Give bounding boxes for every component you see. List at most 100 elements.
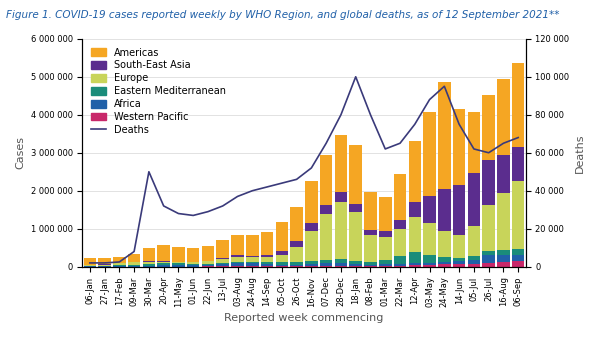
Bar: [275, 266, 288, 267]
Bar: [290, 262, 303, 265]
Bar: [379, 260, 392, 264]
Y-axis label: Cases: Cases: [15, 136, 25, 169]
Bar: [379, 237, 392, 260]
Bar: [231, 256, 244, 257]
Deaths: [382, 147, 389, 151]
Deaths: [278, 181, 286, 185]
Bar: [423, 223, 436, 255]
Line: Deaths: Deaths: [90, 77, 518, 263]
Bar: [438, 189, 451, 231]
Bar: [172, 264, 185, 265]
Bar: [128, 265, 140, 266]
Bar: [453, 258, 466, 261]
Bar: [423, 263, 436, 265]
Bar: [453, 235, 466, 258]
Bar: [143, 266, 155, 267]
Bar: [275, 222, 288, 251]
Bar: [305, 264, 317, 266]
Text: Figure 1. COVID-19 cases reported weekly by WHO Region, and global deaths, as of: Figure 1. COVID-19 cases reported weekly…: [6, 10, 560, 20]
Bar: [305, 223, 317, 231]
Bar: [202, 264, 214, 265]
Deaths: [352, 75, 359, 79]
Bar: [409, 251, 421, 263]
Bar: [364, 230, 377, 235]
Bar: [231, 263, 244, 266]
Bar: [335, 259, 347, 263]
Bar: [261, 264, 274, 266]
Bar: [423, 196, 436, 223]
Bar: [453, 186, 466, 235]
Bar: [202, 262, 214, 264]
Bar: [335, 202, 347, 259]
Bar: [231, 257, 244, 262]
Bar: [423, 113, 436, 196]
Deaths: [248, 189, 256, 193]
Bar: [394, 230, 406, 256]
Bar: [83, 258, 96, 265]
Bar: [467, 112, 480, 172]
Bar: [335, 192, 347, 202]
Bar: [290, 241, 303, 247]
Deaths: [293, 177, 300, 182]
Bar: [379, 231, 392, 237]
Bar: [482, 160, 495, 205]
Bar: [409, 265, 421, 267]
Deaths: [116, 260, 123, 264]
Bar: [261, 266, 274, 267]
Bar: [98, 258, 111, 264]
Bar: [172, 265, 185, 267]
Bar: [128, 254, 140, 262]
Bar: [497, 79, 510, 155]
Bar: [217, 258, 229, 259]
Bar: [453, 261, 466, 264]
Bar: [320, 155, 332, 204]
Bar: [202, 265, 214, 266]
Bar: [305, 231, 317, 261]
Bar: [217, 259, 229, 263]
Bar: [157, 265, 170, 267]
Bar: [364, 192, 377, 230]
Bar: [187, 262, 199, 264]
Deaths: [205, 210, 212, 214]
Bar: [202, 245, 214, 261]
Bar: [113, 264, 125, 265]
Bar: [394, 256, 406, 264]
Bar: [394, 174, 406, 220]
Bar: [172, 247, 185, 262]
Bar: [157, 263, 170, 265]
Deaths: [441, 84, 448, 88]
Bar: [467, 264, 480, 267]
Bar: [364, 266, 377, 267]
Bar: [261, 258, 274, 262]
Bar: [453, 264, 466, 267]
Bar: [438, 257, 451, 262]
Bar: [305, 181, 317, 223]
Deaths: [455, 122, 463, 126]
Y-axis label: Deaths: Deaths: [575, 133, 585, 172]
Legend: Americas, South-East Asia, Europe, Eastern Mediterranean, Africa, Western Pacifi: Americas, South-East Asia, Europe, Easte…: [87, 44, 229, 139]
Deaths: [500, 141, 507, 145]
Deaths: [485, 151, 492, 155]
Bar: [290, 265, 303, 266]
Bar: [364, 235, 377, 262]
Bar: [438, 231, 451, 257]
Bar: [335, 266, 347, 267]
Bar: [128, 262, 140, 265]
Bar: [231, 235, 244, 256]
Deaths: [426, 98, 433, 102]
Bar: [512, 249, 524, 255]
Deaths: [101, 261, 108, 265]
Bar: [482, 251, 495, 255]
Bar: [231, 266, 244, 267]
Bar: [349, 266, 362, 267]
Bar: [394, 264, 406, 266]
Bar: [305, 266, 317, 267]
Bar: [512, 261, 524, 267]
Deaths: [160, 204, 167, 208]
Bar: [305, 261, 317, 264]
Bar: [290, 247, 303, 262]
Bar: [83, 265, 96, 266]
Bar: [379, 266, 392, 267]
Bar: [217, 264, 229, 266]
Deaths: [145, 170, 152, 174]
